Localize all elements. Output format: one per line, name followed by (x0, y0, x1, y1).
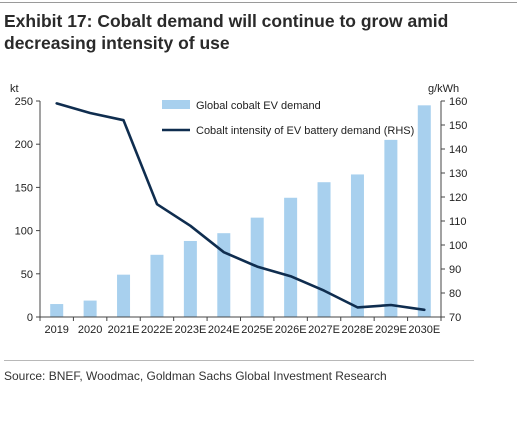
bar-2026E (284, 197, 298, 317)
bar-2028E (350, 174, 364, 317)
right-tick-label: 70 (449, 312, 461, 324)
legend-swatch-bar (162, 100, 190, 109)
legend-label-line: Cobalt intensity of EV battery demand (R… (196, 125, 414, 137)
right-tick-label: 120 (449, 192, 467, 204)
chart-title: Exhibit 17: Cobalt demand will continue … (4, 11, 449, 53)
left-tick-label: 50 (21, 269, 33, 281)
intensity-line (55, 102, 426, 312)
left-tick-label: 0 (27, 312, 33, 324)
right-tick-label: 150 (449, 120, 467, 132)
x-tick-label: 2023E (174, 324, 206, 336)
left-tick-label: 100 (15, 226, 33, 238)
bar-2029E (384, 139, 398, 317)
x-tick-label: 2020 (78, 324, 102, 336)
bar-2019 (50, 304, 64, 317)
right-axis-label: g/kWh (428, 83, 459, 95)
x-tick-label: 2024E (208, 324, 240, 336)
x-tick-label: 2029E (375, 324, 407, 336)
bar-2020 (83, 300, 97, 317)
left-tick-label: 200 (15, 139, 33, 151)
x-tick-label: 2030E (408, 324, 440, 336)
axes: 0 50 100 150 200 250 70 80 90 100 110 120 130 140 150 1… (10, 83, 467, 336)
left-axis-label: kt (10, 83, 19, 95)
x-tick-label: 2021E (108, 324, 140, 336)
top-rule (0, 2, 517, 3)
right-tick-label: 80 (449, 288, 461, 300)
bar-2027E (317, 182, 331, 317)
bar-2021E (117, 274, 131, 317)
x-tick-label: 2026E (275, 324, 307, 336)
left-tick-label: 250 (15, 96, 33, 108)
left-tick-label: 150 (15, 182, 33, 194)
legend-label-bar: Global cobalt EV demand (196, 100, 321, 112)
bar-2023E (183, 240, 197, 317)
right-tick-label: 100 (449, 240, 467, 252)
bar-2022E (150, 254, 164, 317)
x-tick-label: 2025E (241, 324, 273, 336)
legend: Global cobalt EV demand Cobalt intensity … (162, 100, 414, 137)
x-tick-label: 2028E (342, 324, 374, 336)
x-tick-label: 2022E (141, 324, 173, 336)
right-tick-label: 90 (449, 264, 461, 276)
bar-2024E (217, 233, 231, 317)
line-series (55, 102, 426, 312)
right-tick-label: 110 (449, 216, 467, 228)
source-rule (4, 360, 474, 361)
bar-2030E (417, 105, 431, 317)
x-tick-label: 2019 (44, 324, 68, 336)
x-tick-label: 2027E (308, 324, 340, 336)
right-tick-label: 160 (449, 96, 467, 108)
bar-series (50, 105, 431, 317)
right-tick-label: 130 (449, 168, 467, 180)
source-note: Source: BNEF, Woodmac, Goldman Sachs Glo… (4, 369, 387, 383)
right-tick-label: 140 (449, 144, 467, 156)
